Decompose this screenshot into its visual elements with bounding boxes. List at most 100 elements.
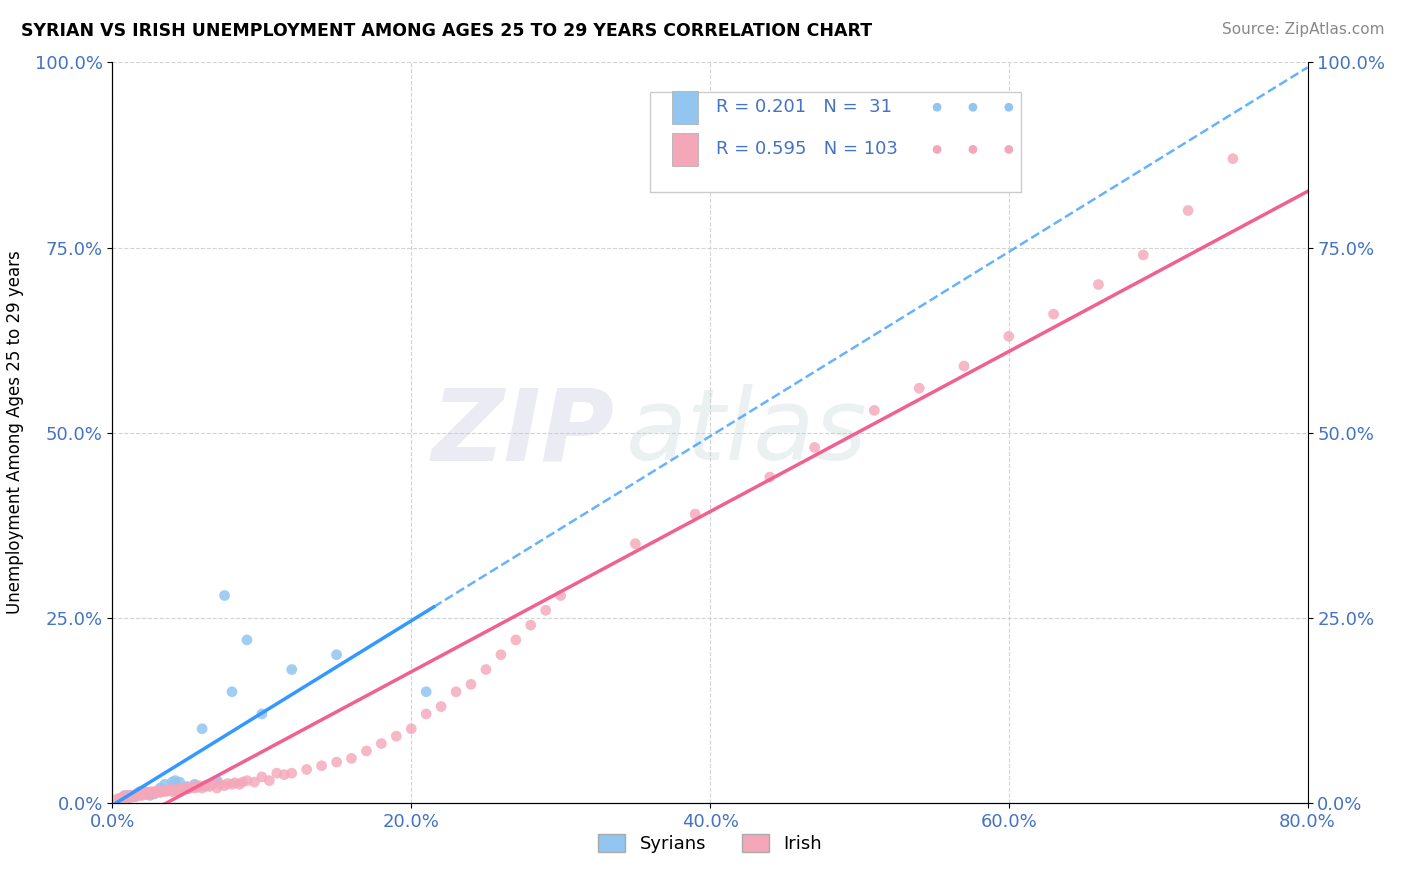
Text: atlas: atlas [627,384,868,481]
Point [205,780,228,795]
Point [110,790,132,805]
Point [1087,277,1109,292]
Point [142,786,165,800]
Point [114,789,135,804]
Point [127,788,149,802]
Point [117,790,139,805]
Point [118,789,141,804]
Point [475,663,498,677]
Point [177,781,200,796]
Point [194,780,217,794]
Point [460,677,482,691]
Point [221,777,243,791]
Point [127,789,149,803]
Point [125,789,148,804]
Point [1177,100,1199,114]
Point [415,706,437,721]
Point [325,648,347,662]
Point [534,603,557,617]
Point [236,773,259,788]
Point [145,785,167,799]
Point [186,780,208,794]
Text: ZIP: ZIP [432,384,614,481]
Point [228,777,250,791]
Point [118,791,141,805]
Point [150,784,173,798]
Point [128,785,150,799]
Point [153,777,176,791]
Point [157,782,180,797]
Point [125,787,148,801]
Point [198,780,221,794]
Point [111,792,134,806]
Point [124,789,146,804]
Point [281,766,304,780]
Point [325,755,347,769]
FancyBboxPatch shape [651,92,1021,192]
Point [117,789,139,803]
Point [169,783,191,797]
Point [863,403,886,417]
Point [430,699,453,714]
Point [520,618,543,632]
Point [243,775,266,789]
Point [139,789,162,803]
Point [180,780,202,795]
Point [129,787,152,801]
Point [149,785,172,799]
Point [311,758,333,772]
Point [356,744,378,758]
Point [139,787,162,801]
Point [683,507,706,521]
Point [179,780,201,795]
Point [908,381,931,395]
Point [183,780,205,795]
Point [155,783,177,797]
Point [385,729,408,743]
Point [146,784,169,798]
Point [131,789,153,803]
Point [114,789,135,803]
Point [120,789,142,804]
FancyBboxPatch shape [672,91,699,124]
Point [111,790,134,805]
Point [489,648,512,662]
Point [340,751,363,765]
Point [176,780,198,795]
Point [1132,143,1154,157]
Y-axis label: Unemployment Among Ages 25 to 29 years: Unemployment Among Ages 25 to 29 years [6,251,24,615]
Point [165,782,187,797]
Point [131,787,153,801]
Point [1222,152,1244,166]
Text: SYRIAN VS IRISH UNEMPLOYMENT AMONG AGES 25 TO 29 YEARS CORRELATION CHART: SYRIAN VS IRISH UNEMPLOYMENT AMONG AGES … [21,22,872,40]
Point [162,775,183,789]
Point [550,589,572,603]
Point [259,773,281,788]
Point [148,785,170,799]
Point [134,785,156,799]
Point [105,792,128,806]
Point [138,785,160,799]
Point [124,789,146,803]
Point [165,773,187,788]
Point [173,782,195,797]
Point [231,775,253,789]
Text: R = 0.201   N =  31: R = 0.201 N = 31 [716,98,891,116]
Point [115,791,138,805]
Point [121,789,143,803]
Text: R = 0.595   N = 103: R = 0.595 N = 103 [716,140,898,159]
Point [370,737,392,751]
Point [759,470,782,484]
Point [162,785,183,799]
Point [172,780,194,795]
Point [236,632,259,647]
Point [1177,143,1199,157]
Point [1132,248,1154,262]
Point [167,781,190,796]
Point [143,785,166,799]
Point [1222,143,1244,157]
Point [201,777,224,791]
Point [153,785,176,799]
Point [415,685,437,699]
Point [1132,100,1154,114]
